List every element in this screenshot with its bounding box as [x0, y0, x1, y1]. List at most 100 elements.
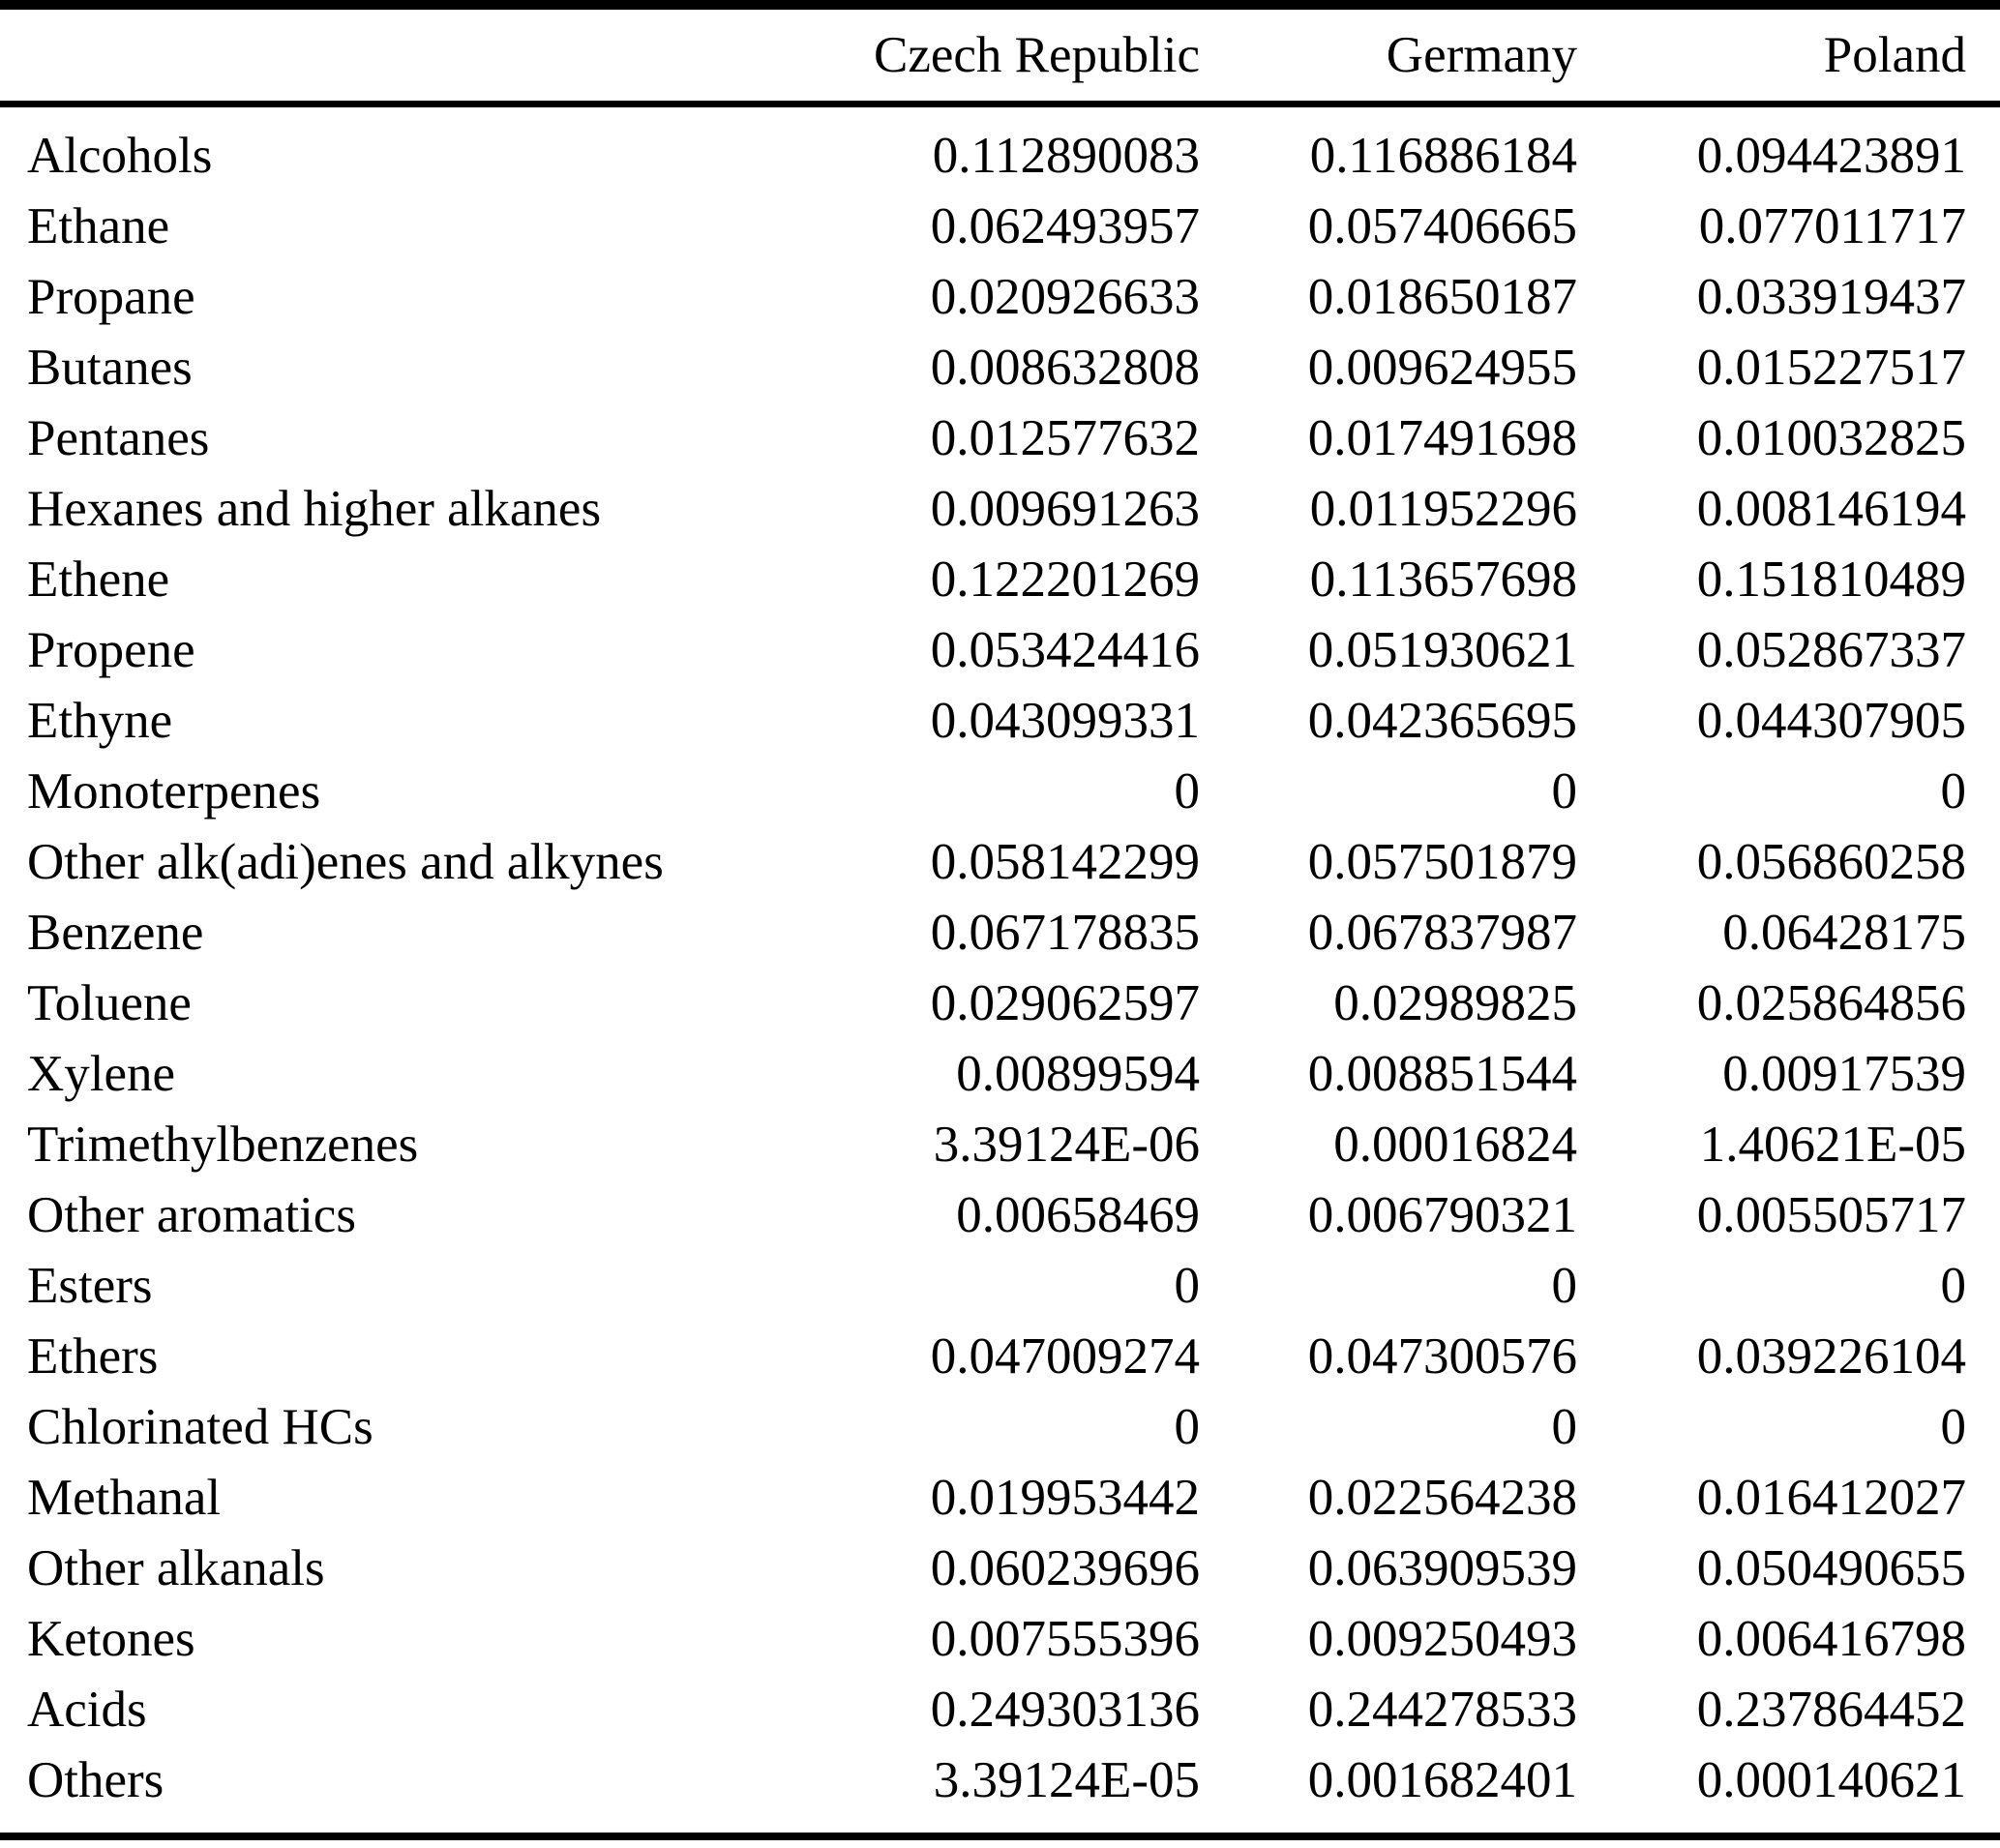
value-cell: 0.053424416	[930, 622, 1200, 678]
value-cell: 0.067837987	[1307, 905, 1577, 961]
table-row: Other alkanals 0.060239696 0.063909539 0.05…	[0, 1534, 2000, 1604]
value-cell: 0.006790321	[1307, 1187, 1577, 1243]
value-cell: 0.060239696	[930, 1540, 1200, 1596]
table-row: Toluene 0.029062597 0.02989825 0.025864856	[0, 969, 2000, 1039]
value-cell: 0.007555396	[930, 1611, 1200, 1667]
value-cell: 0.116886184	[1309, 128, 1577, 184]
value-cell: 0.029062597	[930, 975, 1200, 1031]
value-cell: 0.015227517	[1696, 340, 1966, 396]
table-row: Benzene 0.067178835 0.067837987 0.06428175	[0, 898, 2000, 969]
row-label: Other alk(adi)enes and alkynes	[27, 834, 664, 890]
value-cell: 0.052867337	[1696, 622, 1966, 678]
value-cell: 0.00016824	[1333, 1117, 1577, 1173]
value-cell: 0.005505717	[1696, 1187, 1966, 1243]
table-header: Czech Republic Germany Poland	[0, 5, 2000, 107]
row-label: Pentanes	[27, 410, 210, 466]
value-cell: 0.019953442	[930, 1470, 1200, 1526]
value-cell: 0.033919437	[1696, 269, 1966, 325]
row-label: Xylene	[27, 1046, 176, 1102]
value-cell: 0.067178835	[930, 905, 1200, 961]
value-cell: 0.008851544	[1307, 1046, 1577, 1102]
value-cell: 0.047300576	[1307, 1328, 1577, 1385]
value-cell: 0.016412027	[1696, 1470, 1966, 1526]
value-cell: 0.018650187	[1307, 269, 1577, 325]
table-row: Acids 0.249303136 0.244278533 0.237864452	[0, 1675, 2000, 1745]
table-row: Methanal 0.019953442 0.022564238 0.01641202…	[0, 1463, 2000, 1534]
value-cell: 0.056860258	[1696, 834, 1966, 890]
value-cell: 1.40621E-05	[1699, 1117, 1966, 1173]
table-row: Alcohols 0.112890083 0.116886184 0.09442389…	[0, 104, 2000, 192]
table-row: Others 3.39124E-05 0.001682401 0.000140621	[0, 1745, 2000, 1836]
row-label: Butanes	[27, 340, 193, 396]
value-cell: 0.010032825	[1696, 410, 1966, 466]
value-cell: 0	[1174, 1258, 1201, 1314]
value-cell: 0.062493957	[930, 198, 1200, 254]
table-row: Ethers 0.047009274 0.047300576 0.039226104	[0, 1322, 2000, 1392]
value-cell: 0.008632808	[930, 340, 1200, 396]
value-cell: 0	[1174, 1399, 1201, 1455]
value-cell: 0.237864452	[1696, 1682, 1966, 1738]
table-row: Hexanes and higher alkanes 0.009691263 0.0…	[0, 474, 2000, 545]
value-cell: 0.00917539	[1722, 1046, 1966, 1102]
table-row: Esters 0 0 0	[0, 1251, 2000, 1322]
row-label: Alcohols	[27, 128, 213, 184]
table-row: Butanes 0.008632808 0.009624955 0.015227517	[0, 333, 2000, 403]
column-header: Germany	[1200, 5, 1577, 107]
value-cell: 0	[1551, 1399, 1578, 1455]
value-cell: 0	[1551, 763, 1578, 820]
value-cell: 0.249303136	[930, 1682, 1200, 1738]
value-cell: 0.077011717	[1698, 198, 1966, 254]
value-cell: 0.047009274	[930, 1328, 1200, 1385]
table-row: Propene 0.053424416 0.051930621 0.052867337	[0, 615, 2000, 686]
row-label: Methanal	[27, 1470, 222, 1526]
value-cell: 0.063909539	[1307, 1540, 1577, 1596]
row-label: Monoterpenes	[27, 763, 321, 820]
row-label: Benzene	[27, 905, 204, 961]
value-cell: 0.043099331	[930, 693, 1200, 749]
table-row: Xylene 0.00899594 0.008851544 0.00917539	[0, 1039, 2000, 1110]
value-cell: 0.244278533	[1307, 1682, 1577, 1738]
row-label: Other alkanals	[27, 1540, 325, 1596]
value-cell: 0	[1940, 1258, 1967, 1314]
table-row: Propane 0.020926633 0.018650187 0.033919437	[0, 262, 2000, 333]
value-cell: 0	[1940, 1399, 1967, 1455]
value-cell: 0.094423891	[1696, 128, 1966, 184]
row-label: Hexanes and higher alkanes	[27, 481, 602, 537]
value-cell: 0.051930621	[1307, 622, 1577, 678]
value-cell: 0.001682401	[1307, 1752, 1577, 1808]
corner-header	[0, 5, 822, 107]
row-label: Trimethylbenzenes	[27, 1117, 419, 1173]
header-row: Czech Republic Germany Poland	[0, 5, 2000, 107]
row-label: Ketones	[27, 1611, 195, 1667]
value-cell: 0.151810489	[1696, 551, 1966, 608]
value-cell: 0.057406665	[1307, 198, 1577, 254]
row-label: Toluene	[27, 975, 192, 1031]
value-cell: 0.006416798	[1696, 1611, 1966, 1667]
value-cell: 0.020926633	[930, 269, 1200, 325]
value-cell: 0.022564238	[1307, 1470, 1577, 1526]
value-cell: 3.39124E-05	[933, 1752, 1200, 1808]
value-cell: 0.017491698	[1307, 410, 1577, 466]
value-cell: 0.009691263	[930, 481, 1200, 537]
table-row: Trimethylbenzenes 3.39124E-06 0.00016824 1.…	[0, 1110, 2000, 1180]
value-cell: 0.00658469	[956, 1187, 1200, 1243]
value-cell: 0.009250493	[1307, 1611, 1577, 1667]
value-cell: 0.012577632	[930, 410, 1200, 466]
row-label: Esters	[27, 1258, 153, 1314]
row-label: Other aromatics	[27, 1187, 356, 1243]
table-row: Monoterpenes 0 0 0	[0, 757, 2000, 827]
row-label: Propane	[27, 269, 195, 325]
row-label: Ethene	[27, 551, 170, 608]
value-cell: 0.025864856	[1696, 975, 1966, 1031]
table-row: Pentanes 0.012577632 0.017491698 0.01003282…	[0, 403, 2000, 474]
value-cell: 0.00899594	[956, 1046, 1200, 1102]
value-cell: 0.050490655	[1696, 1540, 1966, 1596]
value-cell: 0.057501879	[1307, 834, 1577, 890]
row-label: Ethyne	[27, 693, 173, 749]
value-cell: 0.122201269	[930, 551, 1200, 608]
row-label: Propene	[27, 622, 195, 678]
value-cell: 0	[1551, 1258, 1578, 1314]
value-cell: 0.008146194	[1696, 481, 1966, 537]
